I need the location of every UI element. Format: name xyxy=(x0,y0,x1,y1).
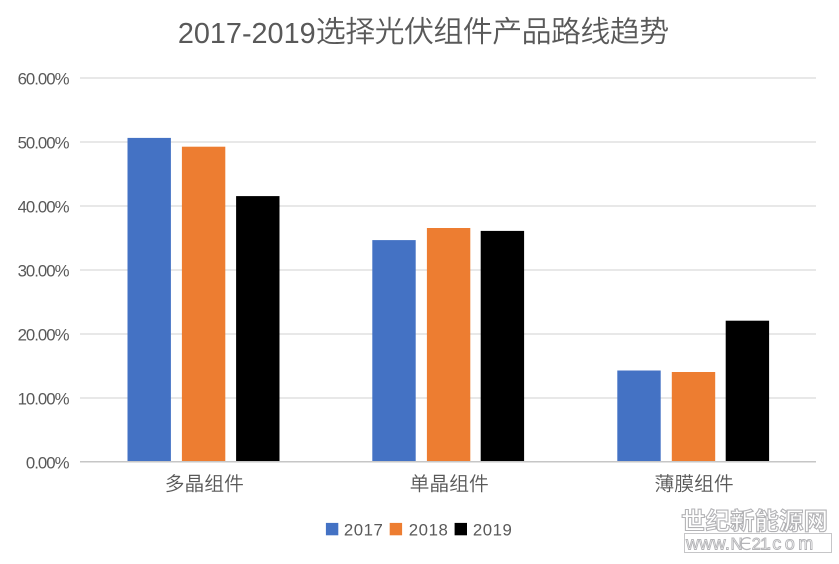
svg-text:2018: 2018 xyxy=(409,520,449,539)
svg-text:2017-2019: 2017-2019 xyxy=(178,18,316,50)
svg-text:0.00%: 0.00% xyxy=(26,454,70,473)
svg-text:2: 2 xyxy=(752,535,761,553)
svg-text:60.00%: 60.00% xyxy=(18,70,70,89)
svg-text:10.00%: 10.00% xyxy=(18,390,70,409)
svg-text:2017: 2017 xyxy=(344,520,384,539)
svg-text:.: . xyxy=(767,533,772,553)
svg-text:N: N xyxy=(731,534,743,553)
svg-text:20.00%: 20.00% xyxy=(18,326,70,345)
svg-text:50.00%: 50.00% xyxy=(18,134,70,153)
svg-text:40.00%: 40.00% xyxy=(18,198,70,217)
svg-text:com: com xyxy=(772,533,813,553)
svg-text:www.: www. xyxy=(685,533,730,553)
svg-text:1: 1 xyxy=(760,535,769,553)
svg-text:2019: 2019 xyxy=(473,520,513,539)
svg-text:30.00%: 30.00% xyxy=(18,262,70,281)
